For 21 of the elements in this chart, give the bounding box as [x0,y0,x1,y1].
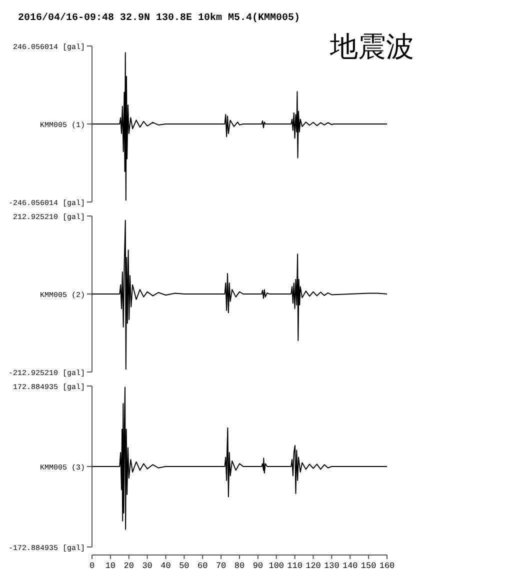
x-tick-label: 150 [360,561,376,570]
line-series [92,386,388,530]
x-tick-label: 140 [342,561,358,570]
x-tick-label: 100 [268,561,284,570]
x-tick-label: 50 [179,561,190,570]
line-series [92,220,388,370]
x-tick-label: 30 [142,561,152,570]
annotation: 地震波 [329,32,414,63]
x-tick-label: 160 [379,561,395,570]
x-tick-label: 110 [287,561,302,570]
chart-title: 2016/04/16-09:48 32.9N 130.8E 10km M5.4(KMM005) [18,12,300,24]
x-tick-label: 90 [252,561,264,570]
x-tick-label: 20 [124,561,134,570]
x-tick-label: 10 [105,561,116,570]
x-tick-label: 40 [160,561,171,570]
x-tick-label: 0 [89,561,95,570]
x-tick-label: 60 [198,561,208,570]
x-tick-label: 130 [324,561,340,570]
x-tick-label: 120 [306,561,321,570]
x-tick-label: 80 [234,561,245,570]
x-tick-label: 70 [216,561,226,570]
